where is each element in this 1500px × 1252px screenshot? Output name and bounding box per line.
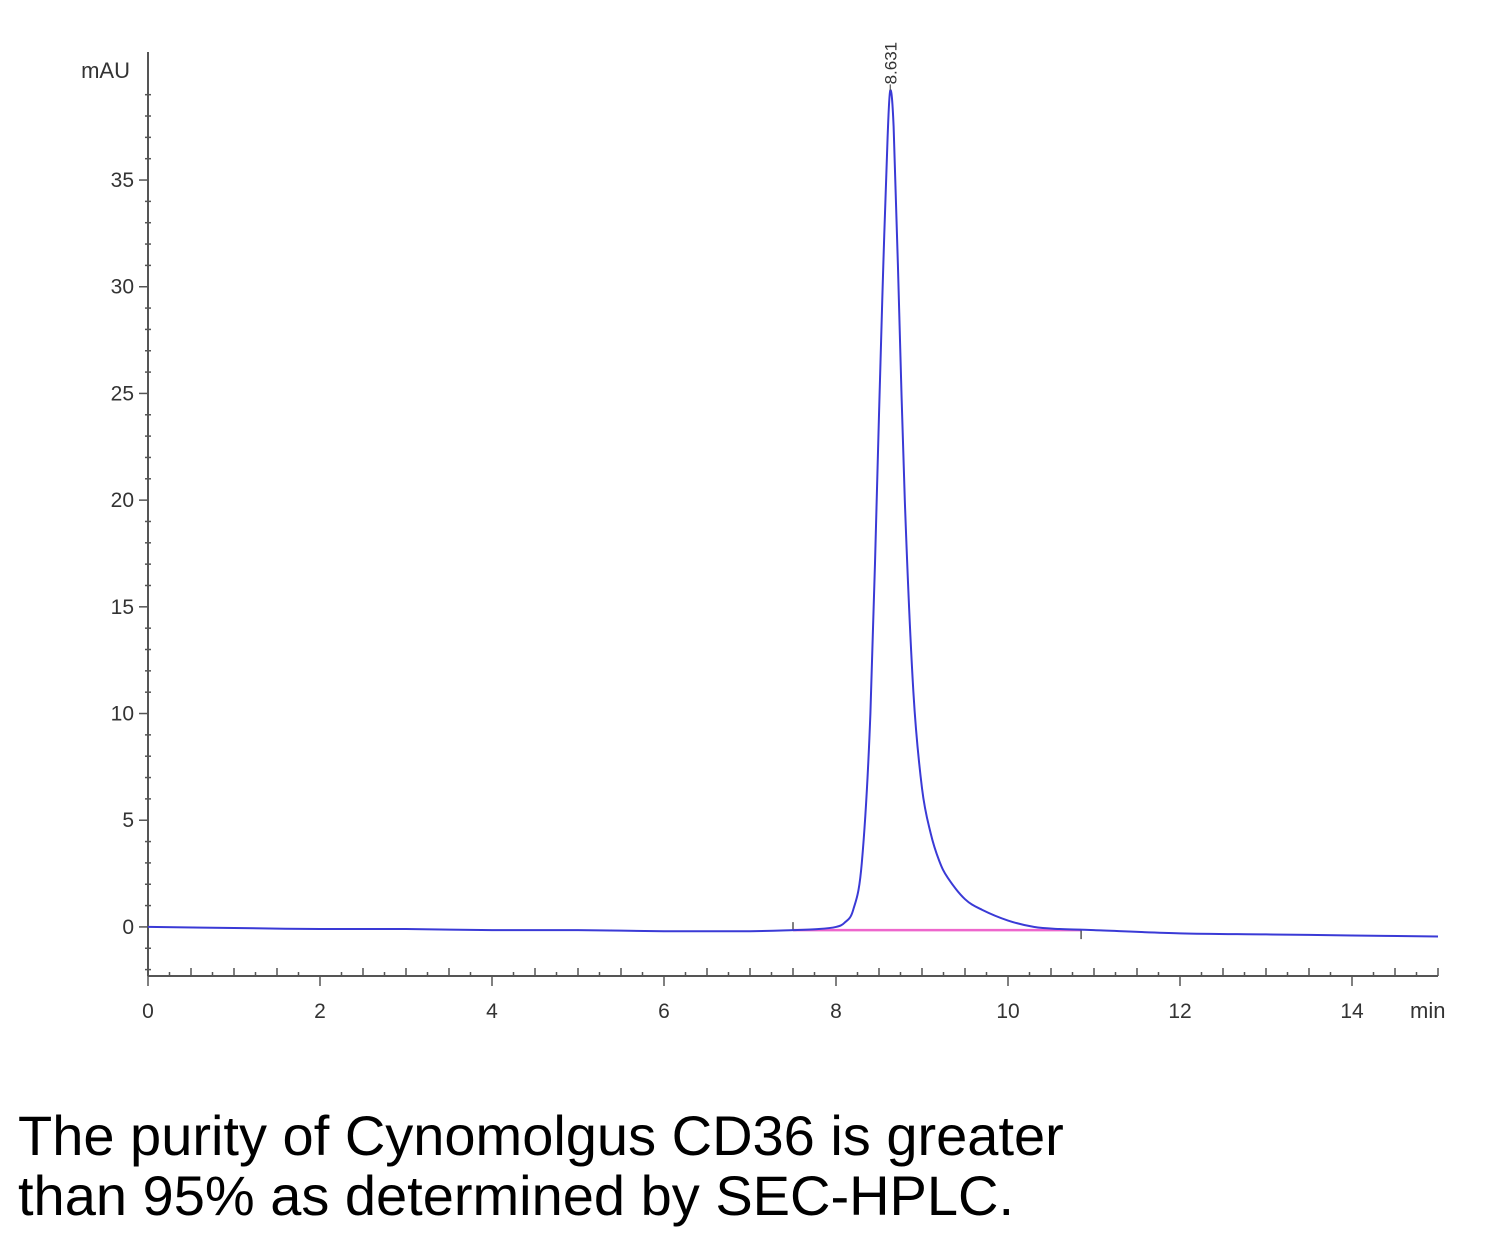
plot-area	[147, 84, 1439, 940]
y-tick-label: 20	[111, 489, 134, 512]
chart-ticks: 0 5 10 15 20 25 30 35 0 2 4 6 8 10 12 14	[111, 93, 1439, 1023]
x-tick-label: 6	[658, 1000, 670, 1023]
x-tick-label: 0	[142, 1000, 154, 1023]
y-tick-label: 25	[111, 382, 134, 405]
x-axis-unit-label: min	[1410, 998, 1445, 1023]
y-tick-label: 0	[122, 916, 134, 939]
y-tick-label: 35	[111, 169, 134, 192]
x-tick-label: 14	[1340, 1000, 1364, 1023]
peak-retention-label: 8.631	[881, 42, 900, 85]
caption-line-1: The purity of Cynomolgus CD36 is greater	[18, 1104, 1064, 1167]
y-tick-label: 15	[111, 596, 134, 619]
x-tick-label: 8	[830, 1000, 842, 1023]
chromatogram-chart: 0 5 10 15 20 25 30 35 0 2 4 6 8 10 12 14 mAU min 8.631	[81, 42, 1445, 1023]
y-tick-label: 30	[111, 276, 134, 299]
x-tick-label: 2	[314, 1000, 326, 1023]
x-tick-label: 10	[996, 1000, 1019, 1023]
x-tick-label: 4	[486, 1000, 498, 1023]
y-tick-label: 10	[111, 703, 134, 726]
y-axis-unit-label: mAU	[81, 58, 130, 83]
signal-trace	[147, 89, 1439, 938]
chart-axes	[147, 52, 1438, 977]
caption-line-2: than 95% as determined by SEC-HPLC.	[18, 1164, 1015, 1227]
caption: The purity of Cynomolgus CD36 is greater…	[18, 1106, 1478, 1226]
y-tick-label: 5	[122, 809, 134, 832]
x-tick-label: 12	[1168, 1000, 1191, 1023]
